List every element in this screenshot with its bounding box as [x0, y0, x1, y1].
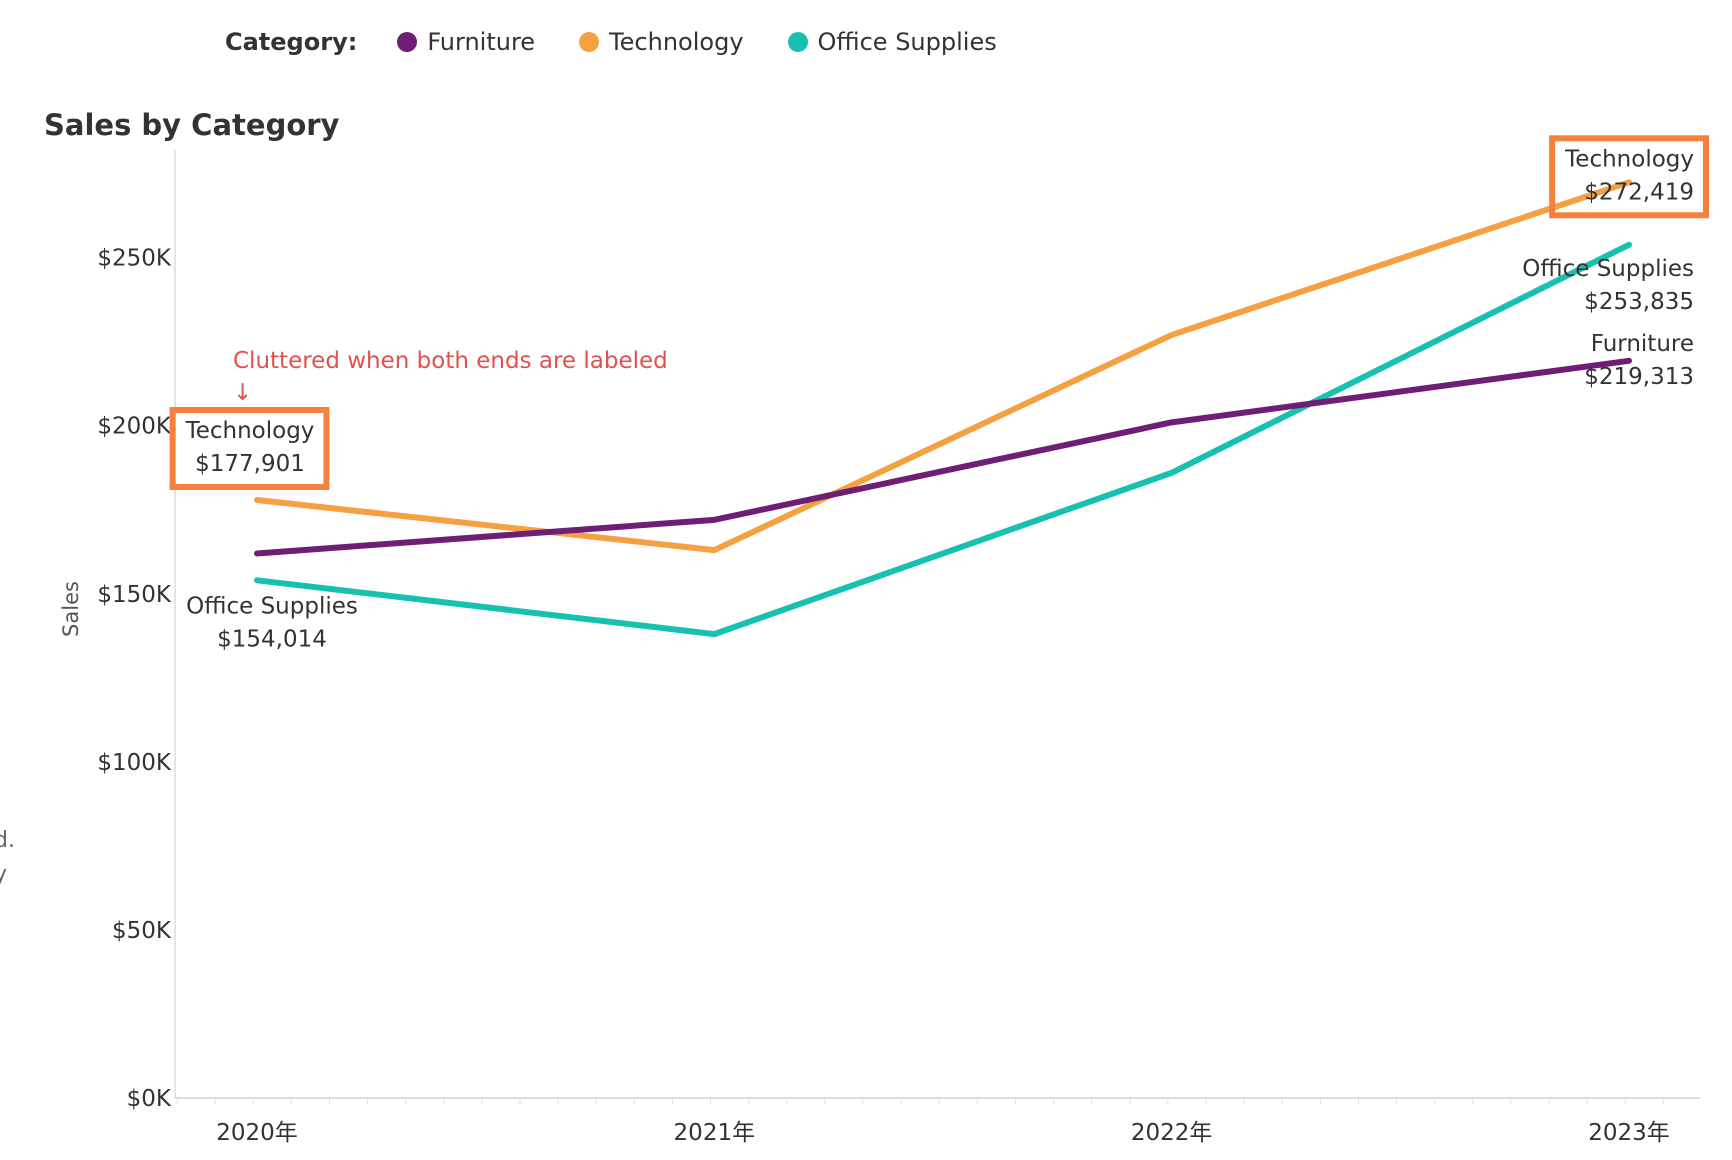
- legend-dot-icon: [787, 32, 808, 52]
- legend-item-label: Office Supplies: [817, 28, 997, 56]
- x-tick-label: 2021年: [674, 1120, 756, 1146]
- chart-title: Sales by Category: [44, 108, 340, 142]
- clipped-side-text: y: [0, 862, 8, 887]
- legend-item-label: Furniture: [427, 28, 536, 56]
- series-line-office-supplies: [254, 241, 1632, 638]
- y-tick-label: $50K: [112, 918, 172, 944]
- x-tick-label: 2020年: [216, 1120, 298, 1146]
- series-line-technology: [254, 179, 1632, 554]
- x-tick-label: 2023年: [1588, 1120, 1670, 1146]
- data-label-name: Furniture: [1591, 331, 1694, 357]
- series-line-furniture: [254, 357, 1632, 557]
- data-label-group: Office Supplies $253,835: [1522, 256, 1694, 315]
- legend-label: Category:: [225, 28, 358, 56]
- annotation-text: Cluttered when both ends are labeled: [233, 348, 668, 374]
- y-axis-title: Sales: [59, 581, 83, 637]
- data-label-value: $154,014: [217, 626, 327, 652]
- highlight-box: [1549, 135, 1709, 219]
- y-tick-label: $250K: [97, 246, 172, 272]
- axes: $0K $50K $100K $150K $200K $250K 2020年 2021年 202…: [59, 150, 1700, 1146]
- data-label-group: Office Supplies $154,014: [186, 593, 358, 652]
- data-label-name: Office Supplies: [186, 593, 358, 619]
- y-tick-label: $100K: [97, 750, 172, 776]
- legend-item-office-supplies[interactable]: Office Supplies: [787, 28, 997, 56]
- legend-item-technology[interactable]: Technology: [579, 28, 744, 56]
- clipped-side-text: d.: [0, 828, 15, 853]
- legend-item-furniture[interactable]: Furniture: [397, 28, 535, 56]
- y-tick-label: $200K: [97, 414, 172, 440]
- y-tick-label: $150K: [97, 582, 172, 608]
- legend-item-label: Technology: [609, 28, 744, 56]
- data-label-group: Technology $177,901: [169, 407, 330, 491]
- annotation: Cluttered when both ends are labeled ↓: [233, 348, 668, 406]
- data-label-value: $253,835: [1584, 289, 1694, 315]
- series-lines: [254, 179, 1632, 638]
- data-label-value: $219,313: [1584, 364, 1694, 390]
- data-label-value: $177,901: [195, 451, 305, 477]
- data-label-group: Furniture $219,313: [1584, 331, 1694, 390]
- y-tick-label: $0K: [127, 1086, 172, 1112]
- data-label-name: Technology: [1564, 146, 1694, 172]
- data-label-value: $272,419: [1584, 179, 1694, 205]
- data-labels: Technology $177,901 Office Supplies $154,01…: [169, 135, 1709, 652]
- data-label-name: Technology: [185, 418, 315, 444]
- legend: Category: Furniture Technology Office Su…: [225, 22, 1041, 62]
- annotation-arrow-icon: ↓: [233, 380, 252, 406]
- legend-dot-icon: [397, 32, 418, 52]
- highlight-box: [169, 407, 330, 491]
- data-label-name: Office Supplies: [1522, 256, 1694, 282]
- x-tick-label: 2022年: [1131, 1120, 1213, 1146]
- data-label-group: Technology $272,419: [1549, 135, 1709, 219]
- legend-dot-icon: [579, 32, 600, 52]
